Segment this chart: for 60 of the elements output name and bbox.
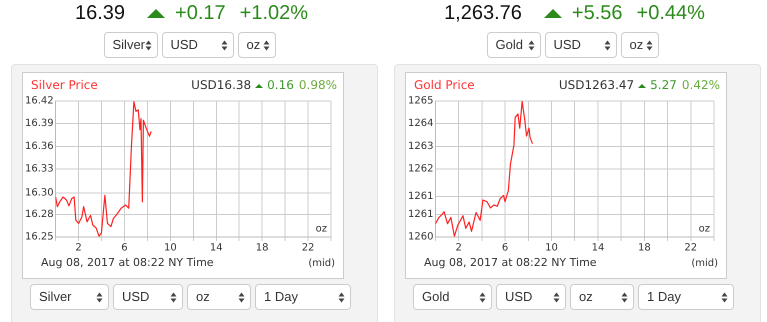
text: oz xyxy=(246,37,260,52)
text: USD16.38 xyxy=(191,78,252,92)
y-tick-label: 16.25 xyxy=(24,232,54,243)
text: +0.17 xyxy=(175,2,226,24)
y-tick-label: 16.42 xyxy=(24,96,54,107)
text: oz xyxy=(196,289,210,304)
y-tick-label: 16.30 xyxy=(24,188,54,199)
text: 0.42% xyxy=(682,78,720,92)
text: 1,263.76 xyxy=(444,2,522,24)
text: +1.02% xyxy=(240,2,308,24)
text: Silver xyxy=(112,37,146,52)
text: (mid) xyxy=(691,258,718,269)
text: oz xyxy=(630,37,644,52)
x-tick-label: 6 xyxy=(502,242,508,254)
x-tick-label: 18 xyxy=(638,242,651,254)
x-tick-label: 22 xyxy=(302,242,314,254)
chart-title: Gold Price xyxy=(414,78,475,92)
y-tick-label: 16.36 xyxy=(24,140,54,152)
text: USD xyxy=(505,289,532,304)
text: Gold xyxy=(496,37,523,52)
chart-title: Silver Price xyxy=(31,78,98,92)
y-tick-label: 1260 xyxy=(408,232,434,243)
y-tick-label: 16.28 xyxy=(24,208,54,220)
x-axis-title: Aug 08, 2017 at 08:22 NY Time xyxy=(424,256,597,269)
annotation: oz xyxy=(698,224,710,235)
x-tick-label: 14 xyxy=(210,242,223,254)
text: 1 Day xyxy=(264,289,298,304)
text: 0.98% xyxy=(298,78,337,92)
x-tick-label: 22 xyxy=(684,242,698,254)
x-tick-label: 18 xyxy=(256,242,269,254)
y-tick-label: 16.33 xyxy=(24,164,54,175)
x-tick-label: 2 xyxy=(75,242,82,254)
y-tick-label: 1264 xyxy=(408,118,434,130)
text: USD xyxy=(122,289,150,304)
x-tick-label: 6 xyxy=(121,242,128,254)
text: +0.44% xyxy=(636,2,705,24)
text: Gold xyxy=(422,289,450,304)
y-tick-label: 1265 xyxy=(408,96,434,107)
text: oz xyxy=(579,289,593,304)
y-tick-label: 16.39 xyxy=(24,118,54,130)
x-tick-label: 10 xyxy=(164,242,177,254)
x-tick-label: 2 xyxy=(455,242,462,254)
y-tick-label: 1261 xyxy=(408,209,434,220)
y-tick-label: 1262 xyxy=(408,164,434,175)
x-tick-label: 14 xyxy=(592,242,604,254)
x-tick-label: 10 xyxy=(545,242,558,254)
text: 16.39 xyxy=(74,2,126,24)
text: 1 Day xyxy=(647,289,681,304)
text: USD1263.47 xyxy=(558,78,634,92)
text: 0.16 xyxy=(267,78,294,92)
text: Silver xyxy=(39,289,72,304)
annotation: oz xyxy=(316,224,327,235)
text: USD xyxy=(170,37,198,52)
text: USD xyxy=(554,37,581,52)
x-axis-title: Aug 08, 2017 at 08:22 NY Time xyxy=(41,256,214,269)
text: +5.56 xyxy=(572,2,623,24)
y-tick-label: 1263 xyxy=(408,141,434,152)
text: (mid) xyxy=(308,258,335,269)
text: 5.27 xyxy=(650,78,677,92)
y-tick-label: 1261 xyxy=(408,191,434,202)
